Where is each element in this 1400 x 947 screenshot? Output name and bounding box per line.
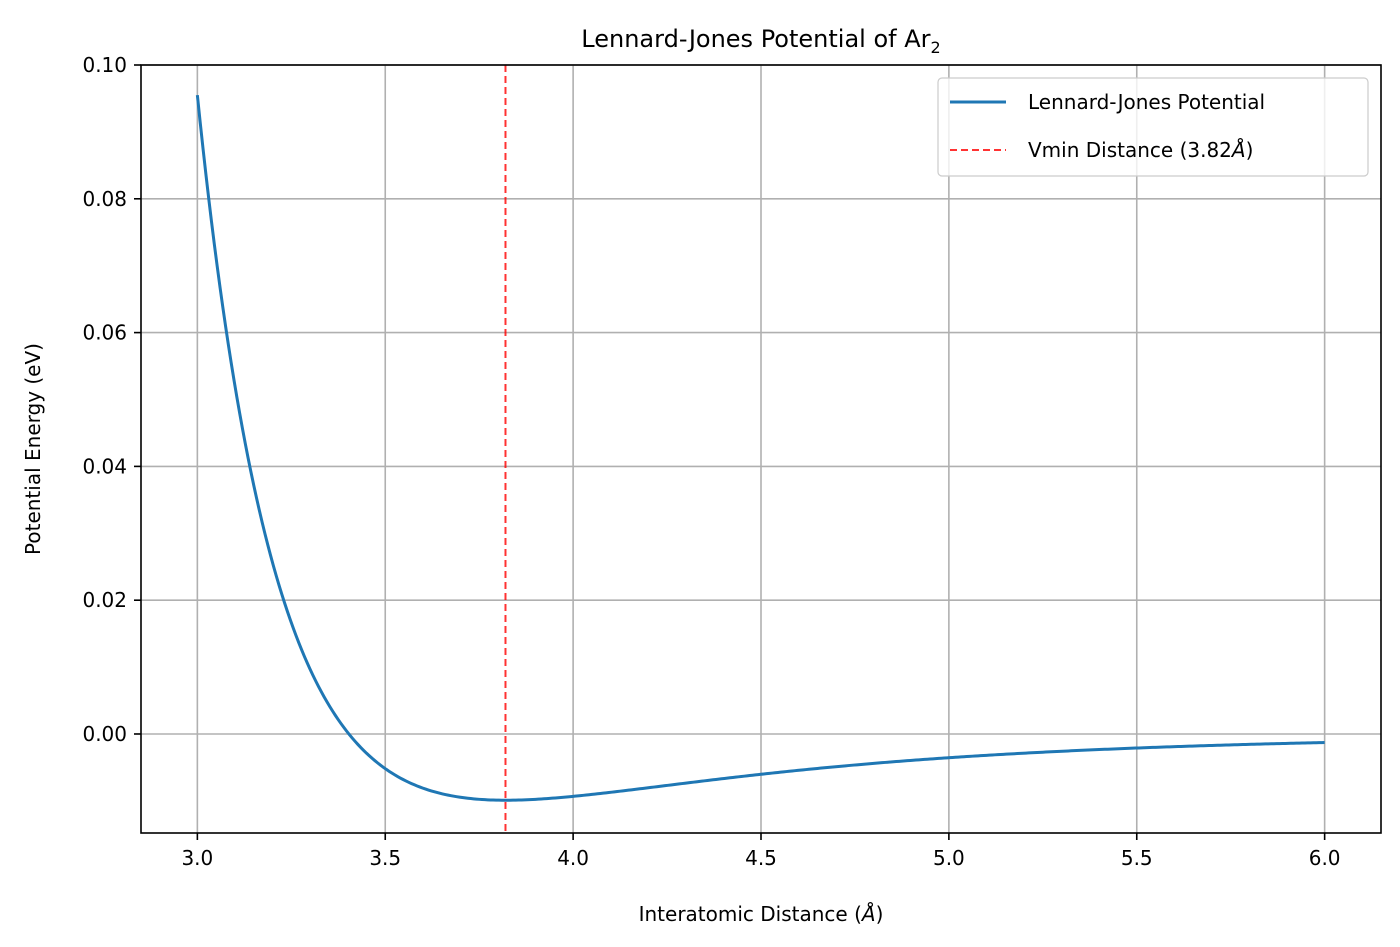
x-tick-label: 4.5 xyxy=(745,846,777,870)
y-tick-label: 0.04 xyxy=(82,454,127,478)
legend-label-vmin: Vmin Distance (3.82Å) xyxy=(1028,138,1253,162)
y-tick-label: 0.02 xyxy=(82,588,127,612)
legend-box xyxy=(937,77,1369,177)
y-tick-label: 0.10 xyxy=(82,53,127,77)
chart-title: Lennard-Jones Potential of Ar2 xyxy=(581,25,940,57)
y-tick-label: 0.06 xyxy=(82,321,127,345)
x-axis-label: Interatomic Distance (Å) xyxy=(639,902,884,926)
plot-lines xyxy=(195,65,1325,833)
x-tick-label: 4.0 xyxy=(557,846,589,870)
x-axis-label-suffix: ) xyxy=(876,902,884,926)
legend-label-lj: Lennard-Jones Potential xyxy=(1028,90,1265,114)
axis-ticks: 3.0 3.5 4.0 4.5 5.0 5.5 6.0 0.00 0.02 0.04 0.06 0.0… xyxy=(82,53,1340,870)
legend-label-vmin-suffix: ) xyxy=(1246,138,1254,162)
legend-label-vmin-text: Vmin Distance (3.82 xyxy=(1028,138,1232,162)
y-tick-label: 0.08 xyxy=(82,187,127,211)
chart-title-text: Lennard-Jones Potential of Ar xyxy=(581,25,930,53)
x-axis-label-text: Interatomic Distance ( xyxy=(639,902,862,926)
x-tick-label: 6.0 xyxy=(1309,846,1341,870)
legend: Lennard-Jones Potential Vmin Distance (3… xyxy=(937,77,1369,177)
legend-label-vmin-unit: Å xyxy=(1230,138,1246,162)
series-lennard-jones-line xyxy=(195,94,1325,802)
x-axis-label-unit: Å xyxy=(860,902,876,926)
x-tick-label: 3.5 xyxy=(369,846,401,870)
chart-title-subscript: 2 xyxy=(931,38,941,57)
y-tick-label: 0.00 xyxy=(82,722,127,746)
x-tick-label: 5.0 xyxy=(933,846,965,870)
x-tick-label: 5.5 xyxy=(1121,846,1153,870)
x-tick-label: 3.0 xyxy=(181,846,213,870)
y-axis-label: Potential Energy (eV) xyxy=(21,343,45,555)
